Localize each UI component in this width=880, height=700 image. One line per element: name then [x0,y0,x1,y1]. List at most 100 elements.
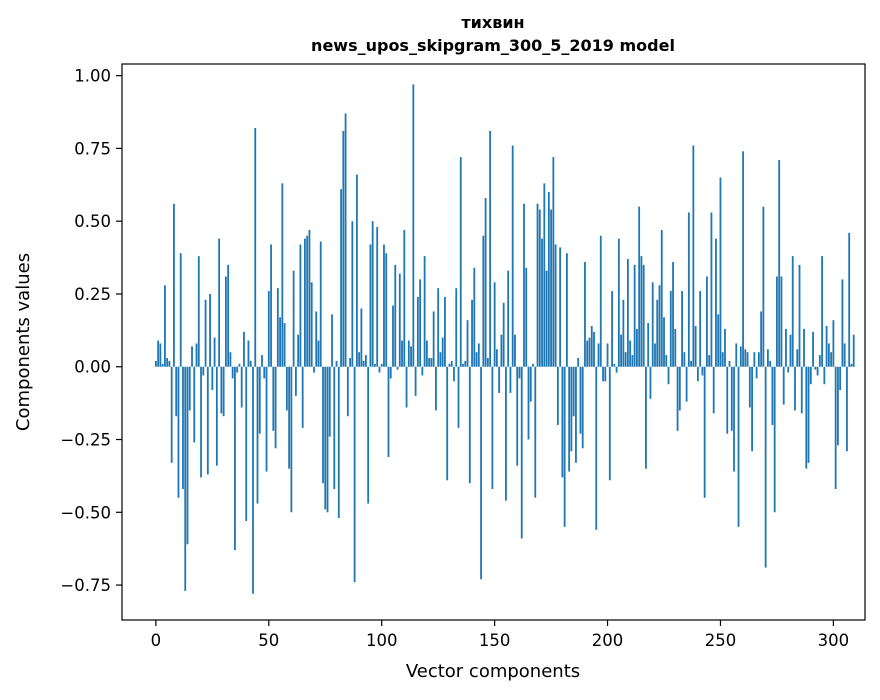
bar-292 [814,366,817,370]
bar-193 [590,325,593,367]
x-tick-label: 200 [592,631,624,650]
bar-165 [527,366,530,440]
x-tick-label: 250 [705,631,737,650]
bar-257 [735,343,738,367]
bar-269 [762,206,765,367]
bar-86 [349,358,351,367]
bar-63 [297,334,300,367]
bar-89 [355,174,358,367]
bar-127 [441,337,444,367]
y-tick-label: 0.00 [74,358,111,377]
bar-122 [430,358,433,367]
bar-62 [294,366,297,396]
bar-115 [414,366,417,396]
bar-281 [789,334,792,367]
bar-56 [281,183,284,367]
plot-frame [121,63,866,621]
bar-42 [249,360,252,367]
bar-167 [532,363,534,367]
bar-162 [520,366,523,539]
bar-236 [687,212,690,367]
bar-96 [371,221,374,367]
bar-111 [405,366,408,408]
bar-159 [514,334,516,367]
bar-54 [276,288,279,367]
bar-273 [771,366,774,425]
bar-249 [717,314,720,367]
bar-294 [818,355,821,367]
bar-133 [455,288,458,367]
x-tick-label: 50 [258,631,279,650]
bar-82 [340,189,342,367]
bar-135 [459,157,462,367]
bar-241 [699,291,702,367]
y-tick-label: 0.75 [74,139,111,158]
bar-27 [215,366,218,466]
bar-207 [622,299,625,367]
bar-282 [791,256,794,367]
bar-206 [620,334,622,367]
bar-280 [787,366,790,373]
bar-88 [353,366,356,583]
bar-307 [848,232,851,367]
bar-229 [672,261,674,367]
bar-107 [396,366,399,370]
bar-3 [161,363,164,367]
bar-75 [324,366,327,510]
bar-300 [832,320,835,367]
bar-172 [543,183,546,367]
bar-301 [834,366,837,489]
bar-274 [773,366,776,513]
bar-267 [757,352,760,367]
bar-118 [421,366,424,376]
bar-7 [170,366,173,463]
bar-12 [182,366,184,489]
bar-239 [694,325,697,367]
bar-103 [387,366,390,457]
bar-288 [805,366,808,469]
bar-164 [525,267,528,367]
bar-187 [577,358,580,367]
bar-272 [769,360,772,367]
bar-144 [480,366,482,580]
bar-248 [715,238,717,367]
bar-195 [595,366,598,530]
bar-141 [473,267,476,367]
bar-275 [776,276,778,367]
bar-5 [166,358,169,367]
bar-168 [534,366,537,498]
bar-134 [457,366,460,428]
bar-304 [841,279,844,367]
bar-8 [173,203,175,367]
bar-270 [764,366,767,568]
bar-216 [642,264,645,367]
bar-224 [660,229,663,367]
bar-117 [419,279,422,367]
bar-93 [365,355,367,367]
y-tick-label: 0.25 [74,285,111,304]
y-axis-label: Components values [13,253,34,431]
bar-105 [392,305,394,367]
bar-138 [466,320,469,367]
bar-114 [412,84,415,367]
bar-4 [164,285,166,367]
bar-157 [509,366,512,393]
bar-83 [342,130,345,367]
bar-166 [529,366,532,402]
bar-79 [333,366,336,489]
bar-106 [394,264,397,367]
bar-125 [437,288,440,367]
bar-156 [507,270,510,367]
bar-23 [206,366,209,475]
bar-149 [491,366,494,489]
bar-174 [547,192,550,367]
bar-243 [703,366,706,498]
bar-51 [270,244,272,367]
bar-64 [299,244,302,367]
bar-158 [511,145,514,367]
bar-170 [538,209,541,367]
bar-222 [656,299,659,367]
bar-283 [794,366,796,411]
bar-194 [593,331,595,367]
y-tick-label: 0.50 [74,212,111,231]
